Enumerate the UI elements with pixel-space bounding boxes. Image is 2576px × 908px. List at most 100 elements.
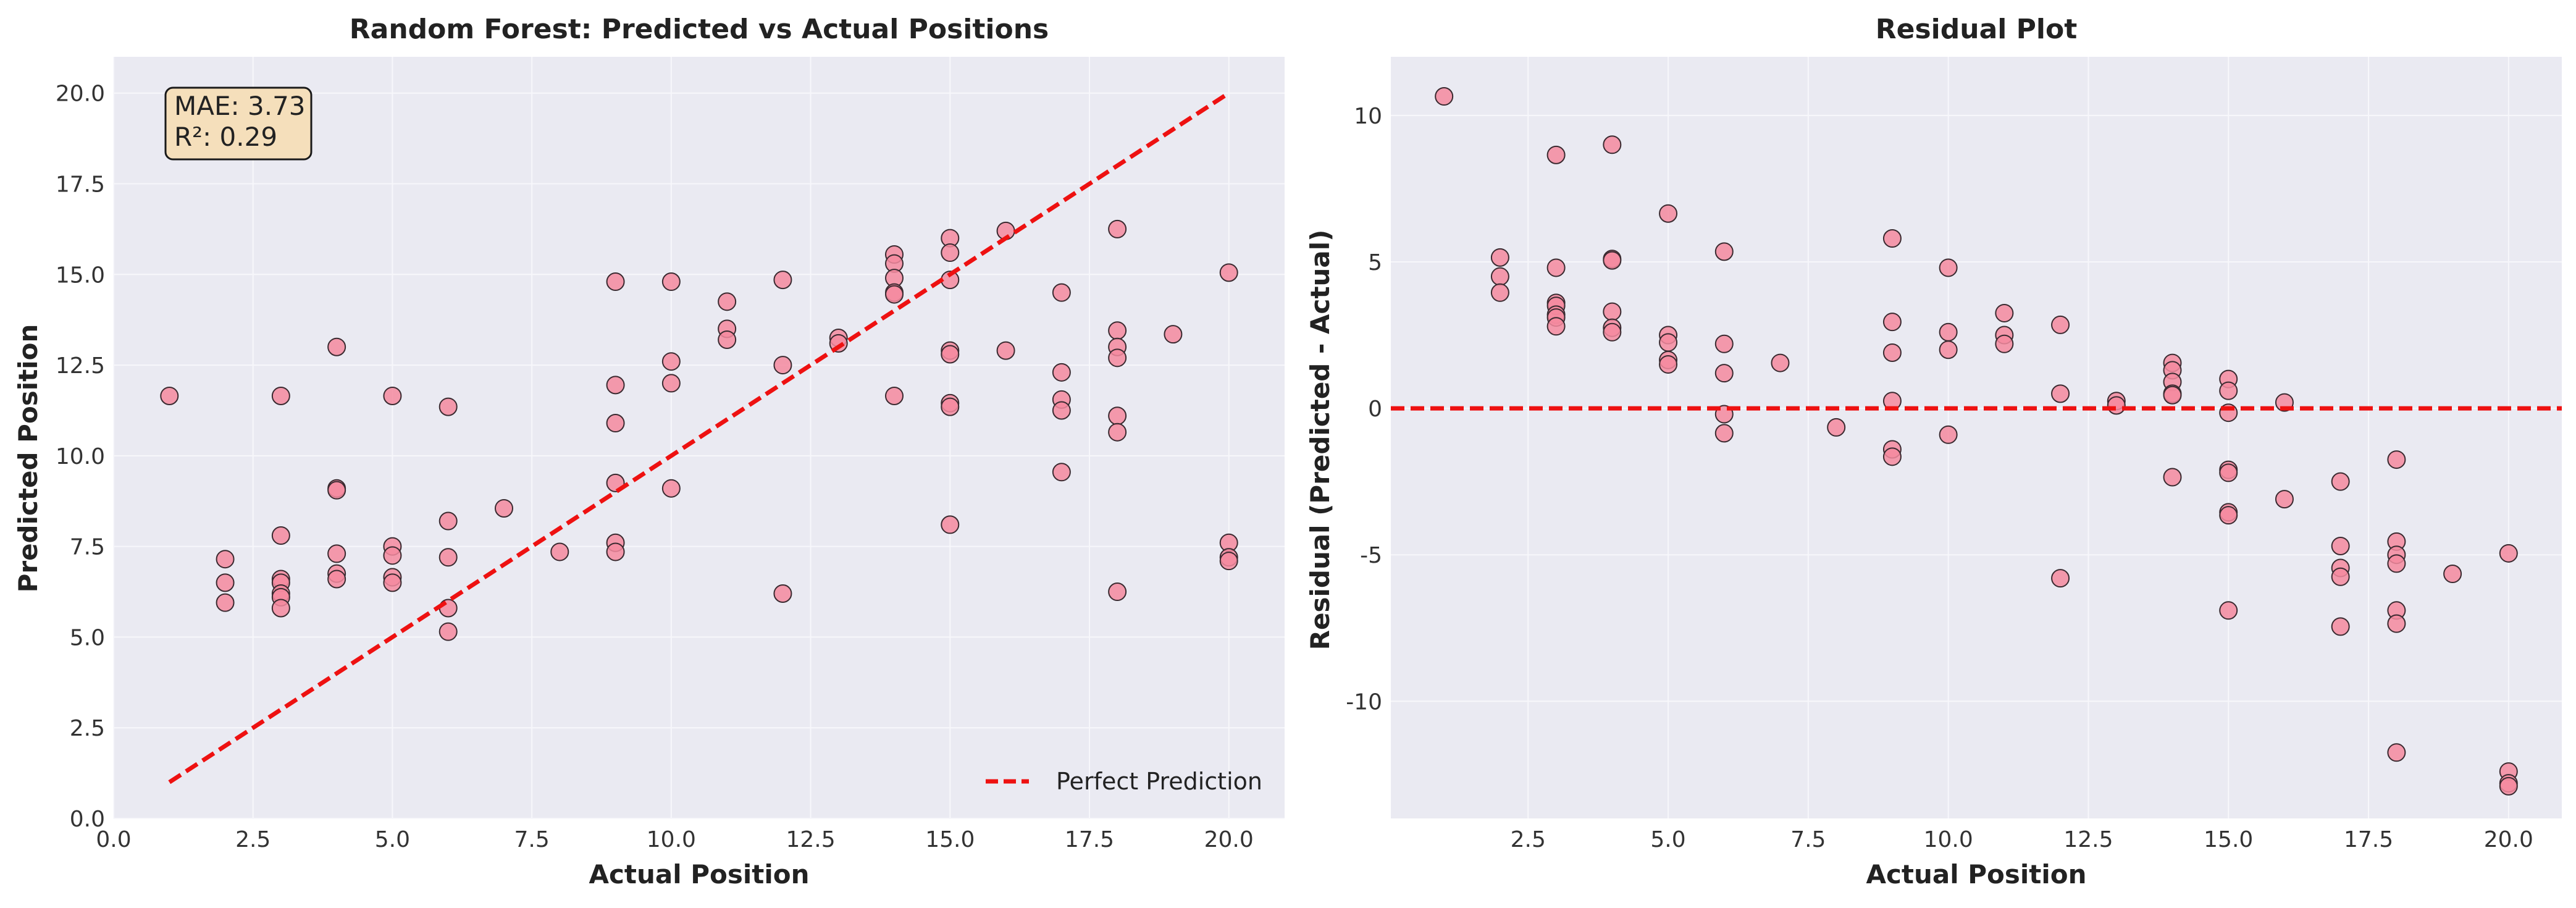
data-point [1546, 258, 1566, 277]
data-point [2107, 396, 2126, 415]
data-point [1714, 242, 1734, 261]
residual-title: Residual Plot [1876, 14, 2078, 45]
y-tick-label: 17.5 [56, 172, 105, 198]
data-point [606, 414, 625, 433]
data-point [606, 376, 625, 395]
data-point [2331, 536, 2350, 555]
data-point [495, 498, 513, 518]
data-point [2331, 567, 2350, 586]
data-point [1052, 363, 1071, 382]
x-tick-label: 5.0 [1650, 827, 1685, 852]
data-point [438, 511, 458, 531]
x-tick-label: 2.5 [235, 827, 271, 852]
data-point [941, 243, 960, 263]
x-tick-label: 17.5 [2344, 827, 2393, 852]
data-point [1164, 325, 1183, 344]
data-point [2051, 569, 2070, 588]
y-tick-label: -5 [1360, 543, 1382, 568]
data-point [327, 337, 346, 356]
data-point [1603, 251, 1622, 270]
data-point [1219, 263, 1238, 282]
data-point [1052, 283, 1071, 302]
data-point [2387, 450, 2406, 469]
data-point [2219, 506, 2238, 525]
scatter-y-tick-labels: 0.0 2.5 5.0 7.5 10.0 12.5 15.0 17.5 20.0 [56, 82, 105, 832]
data-point [2163, 468, 2182, 487]
data-point [2275, 490, 2294, 509]
data-point [773, 584, 792, 603]
data-point [2443, 565, 2462, 584]
y-tick-label: -10 [1346, 689, 1382, 715]
data-point [1219, 552, 1238, 571]
x-tick-label: 10.0 [647, 827, 696, 852]
data-point [327, 570, 346, 589]
data-point [216, 550, 235, 569]
data-point [1882, 229, 1902, 248]
data-point [1995, 334, 2014, 353]
data-point [2163, 385, 2182, 405]
residual-plot-area [1391, 57, 2562, 818]
x-tick-label: 12.5 [786, 827, 835, 852]
data-point [1882, 313, 1902, 332]
data-point [1659, 204, 1678, 223]
y-tick-label: 12.5 [56, 353, 105, 379]
data-point [216, 593, 235, 612]
data-point [271, 386, 290, 405]
data-point [661, 374, 681, 393]
data-point [773, 356, 792, 375]
data-point [550, 542, 569, 561]
residual-points [1435, 87, 2518, 796]
scatter-panel: 0.0 2.5 5.0 7.5 10.0 12.5 15.0 17.5 20.0 0.0 2.5 5… [13, 14, 1285, 889]
data-point [941, 397, 960, 416]
data-point [1882, 447, 1902, 466]
data-point [383, 546, 402, 565]
data-point [160, 386, 179, 405]
data-point [661, 479, 681, 498]
data-point [271, 599, 290, 618]
data-point [1052, 401, 1071, 420]
data-point [1659, 333, 1678, 352]
data-point [2499, 776, 2518, 796]
x-tick-label: 20.0 [1204, 827, 1254, 852]
data-point [438, 397, 458, 416]
scatter-y-axis-label: Predicted Position [13, 324, 43, 593]
residual-x-tick-labels: 2.5 5.0 7.5 10.0 12.5 15.0 17.5 20.0 [1511, 827, 2533, 852]
x-tick-label: 12.5 [2063, 827, 2113, 852]
y-tick-label: 0.0 [70, 807, 105, 832]
data-point [1827, 418, 1846, 437]
data-point [1490, 283, 1509, 302]
data-point [1939, 258, 1958, 277]
data-point [1659, 355, 1678, 374]
x-tick-label: 15.0 [925, 827, 975, 852]
data-point [1490, 267, 1509, 286]
y-tick-label: 10.0 [56, 444, 105, 469]
data-point [941, 345, 960, 364]
stats-box-frame [164, 86, 313, 161]
data-point [1052, 463, 1071, 482]
data-point [996, 341, 1015, 360]
data-point [1108, 582, 1127, 602]
data-point [661, 272, 681, 292]
x-tick-label: 17.5 [1065, 827, 1114, 852]
data-point [1108, 321, 1127, 340]
scatter-points [160, 219, 1238, 641]
data-point [327, 544, 346, 563]
data-point [438, 548, 458, 567]
x-tick-label: 0.0 [96, 827, 131, 852]
r2-text: R²: 0.29 [174, 122, 277, 152]
data-point [327, 481, 346, 500]
data-point [216, 573, 235, 592]
data-point [383, 386, 402, 405]
data-point [1108, 219, 1127, 238]
legend-label: Perfect Prediction [1056, 768, 1262, 795]
y-tick-label: 7.5 [70, 535, 105, 560]
data-point [1108, 348, 1127, 368]
data-point [885, 285, 904, 304]
data-point [1546, 317, 1566, 336]
y-tick-label: 10 [1354, 104, 1382, 129]
mae-text: MAE: 3.73 [174, 91, 306, 121]
data-point [1108, 406, 1127, 426]
data-point [1882, 343, 1902, 362]
data-point [606, 542, 625, 561]
